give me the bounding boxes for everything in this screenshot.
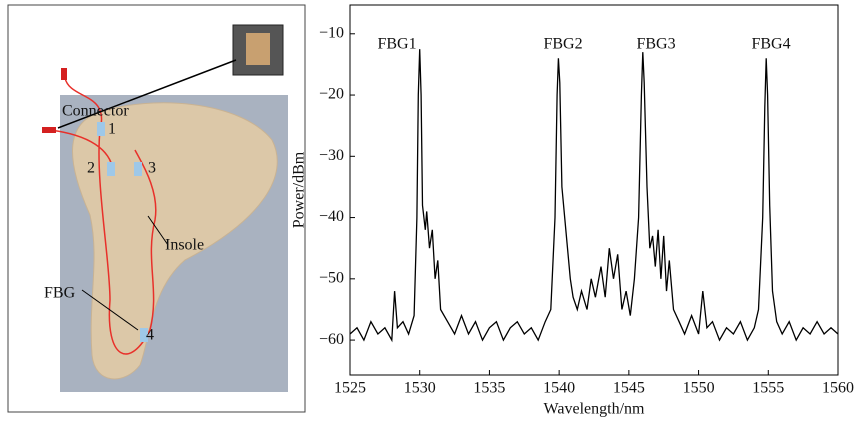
connector-plug bbox=[61, 68, 67, 80]
photo-panel: Connector 1 2 3 4 Insole FBG bbox=[7, 4, 306, 413]
photo-label: 3 bbox=[148, 160, 156, 177]
x-tick-label: 1550 bbox=[683, 380, 715, 397]
peak-label: FBG4 bbox=[751, 36, 790, 53]
y-tick-label: −50 bbox=[319, 269, 344, 286]
photo-label: 4 bbox=[146, 327, 154, 344]
fbg-sensor bbox=[134, 162, 142, 176]
y-axis-title: Power/dBm bbox=[291, 151, 308, 228]
x-tick-label: 1530 bbox=[404, 380, 436, 397]
fbg-sensor bbox=[107, 162, 115, 176]
photo-label: Connector bbox=[62, 103, 129, 120]
x-tick-label: 1555 bbox=[752, 380, 784, 397]
peak-label: FBG2 bbox=[543, 36, 582, 53]
x-tick-label: 1540 bbox=[543, 380, 575, 397]
y-tick-label: −30 bbox=[319, 147, 344, 164]
photo-label: Insole bbox=[165, 237, 204, 254]
fbg-sensor bbox=[140, 328, 148, 342]
y-tick-label: −40 bbox=[319, 208, 344, 225]
peak-label: FBG3 bbox=[636, 36, 675, 53]
y-tick-label: −60 bbox=[319, 331, 344, 348]
y-tick-label: −10 bbox=[319, 24, 344, 41]
fbg-sensor bbox=[97, 122, 105, 136]
inset-sensor bbox=[246, 33, 270, 65]
connector-plug bbox=[42, 127, 56, 133]
arrow bbox=[81, 289, 139, 331]
plot-frame bbox=[349, 4, 839, 376]
x-tick-label: 1525 bbox=[334, 380, 366, 397]
arrow bbox=[147, 215, 169, 246]
y-tick-label: −20 bbox=[319, 86, 344, 103]
x-tick-label: 1560 bbox=[822, 380, 854, 397]
spectrum-line bbox=[349, 49, 839, 343]
arrow bbox=[57, 59, 237, 129]
photo-label: 2 bbox=[87, 160, 95, 177]
insole bbox=[72, 102, 278, 380]
x-axis-title: Wavelength/nm bbox=[544, 401, 645, 418]
peak-label: FBG1 bbox=[377, 36, 416, 53]
photo-label: 1 bbox=[108, 121, 116, 138]
x-tick-label: 1535 bbox=[473, 380, 505, 397]
x-tick-label: 1545 bbox=[613, 380, 645, 397]
photo-label: FBG bbox=[44, 285, 76, 302]
